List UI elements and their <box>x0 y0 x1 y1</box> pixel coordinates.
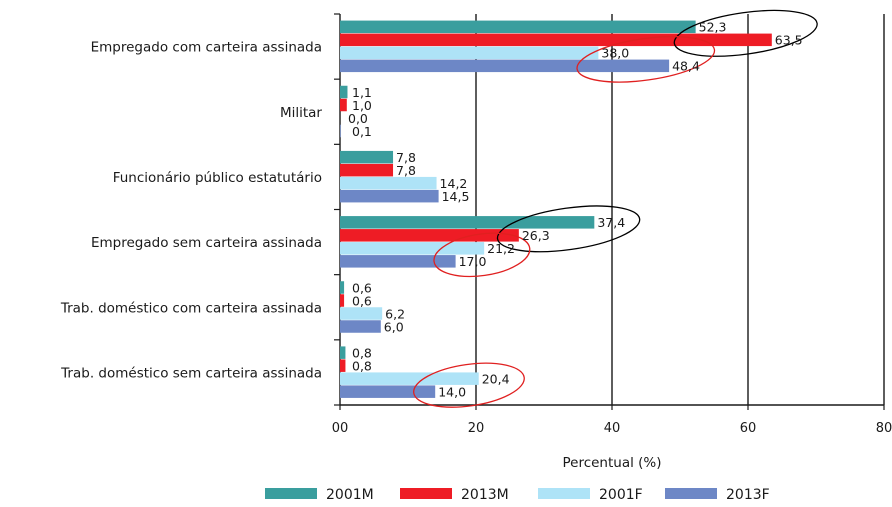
legend-swatch <box>665 488 717 499</box>
x-tick-label: 80 <box>876 421 892 436</box>
bar <box>340 163 394 177</box>
bar <box>340 294 345 307</box>
category-label: Empregado com carteira assinada <box>91 40 322 56</box>
x-tick-label: 20 <box>468 421 485 436</box>
data-label: 38,0 <box>601 46 629 61</box>
highlight-ellipse <box>496 205 641 253</box>
data-label: 1,1 <box>352 85 372 100</box>
data-label: 0,0 <box>348 111 368 126</box>
data-label: 6,2 <box>385 306 405 321</box>
category-label: Empregado sem carteira assinada <box>91 235 322 251</box>
x-tick-label: 00 <box>332 421 349 436</box>
bar <box>340 176 437 190</box>
data-label: 14,0 <box>438 384 466 399</box>
bar <box>340 33 772 47</box>
data-label: 14,2 <box>440 176 468 191</box>
bar <box>340 150 394 164</box>
legend-label: 2013F <box>726 487 770 503</box>
legend-swatch <box>538 488 590 499</box>
x-axis-title: Percentual (%) <box>562 455 661 471</box>
data-label: 21,2 <box>487 241 515 256</box>
highlight-ellipse <box>433 232 531 278</box>
bar <box>340 46 599 60</box>
data-label: 0,8 <box>352 345 372 360</box>
highlight-ellipse <box>576 35 716 83</box>
data-label: 48,4 <box>672 59 700 74</box>
bar <box>340 372 479 385</box>
bar <box>340 189 439 203</box>
bar <box>340 124 341 138</box>
bar <box>340 281 345 294</box>
bar <box>340 255 456 268</box>
data-label: 14,5 <box>442 189 470 204</box>
highlight-ellipse <box>673 9 818 57</box>
bar <box>340 359 346 372</box>
data-label: 26,3 <box>522 228 550 243</box>
bar <box>340 242 485 255</box>
data-label: 0,6 <box>352 293 372 308</box>
bar <box>340 346 346 359</box>
data-label: 0,1 <box>352 124 372 139</box>
category-label: Trab. doméstico sem carteira assinada <box>60 365 322 381</box>
data-label: 1,0 <box>352 98 372 113</box>
data-label: 52,3 <box>699 20 727 35</box>
data-label: 6,0 <box>384 319 404 334</box>
data-label: 7,8 <box>396 150 416 165</box>
category-label: Militar <box>280 105 322 121</box>
data-label: 0,6 <box>352 280 372 295</box>
data-label: 7,8 <box>396 163 416 178</box>
bar <box>340 307 383 320</box>
bar <box>340 98 347 112</box>
data-label: 0,8 <box>352 358 372 373</box>
data-label: 37,4 <box>597 215 625 230</box>
bar <box>340 59 670 73</box>
legend-swatch <box>265 488 317 499</box>
x-tick-label: 40 <box>604 421 621 436</box>
legend-label: 2001F <box>599 487 643 503</box>
bar <box>340 385 436 398</box>
bar <box>340 229 519 242</box>
bar <box>340 216 595 229</box>
data-label: 20,4 <box>482 371 510 386</box>
category-label: Trab. doméstico com carteira assinada <box>60 300 322 316</box>
bar <box>340 320 381 333</box>
legend-label: 2013M <box>461 487 509 503</box>
highlight-ellipse <box>413 362 525 408</box>
legend-label: 2001M <box>326 487 374 503</box>
category-label: Funcionário público estatutário <box>113 170 322 186</box>
x-tick-label: 60 <box>740 421 757 436</box>
legend-swatch <box>400 488 452 499</box>
data-label: 17,0 <box>459 254 487 269</box>
bar <box>340 85 348 99</box>
bar <box>340 20 696 34</box>
data-label: 63,5 <box>775 33 803 48</box>
